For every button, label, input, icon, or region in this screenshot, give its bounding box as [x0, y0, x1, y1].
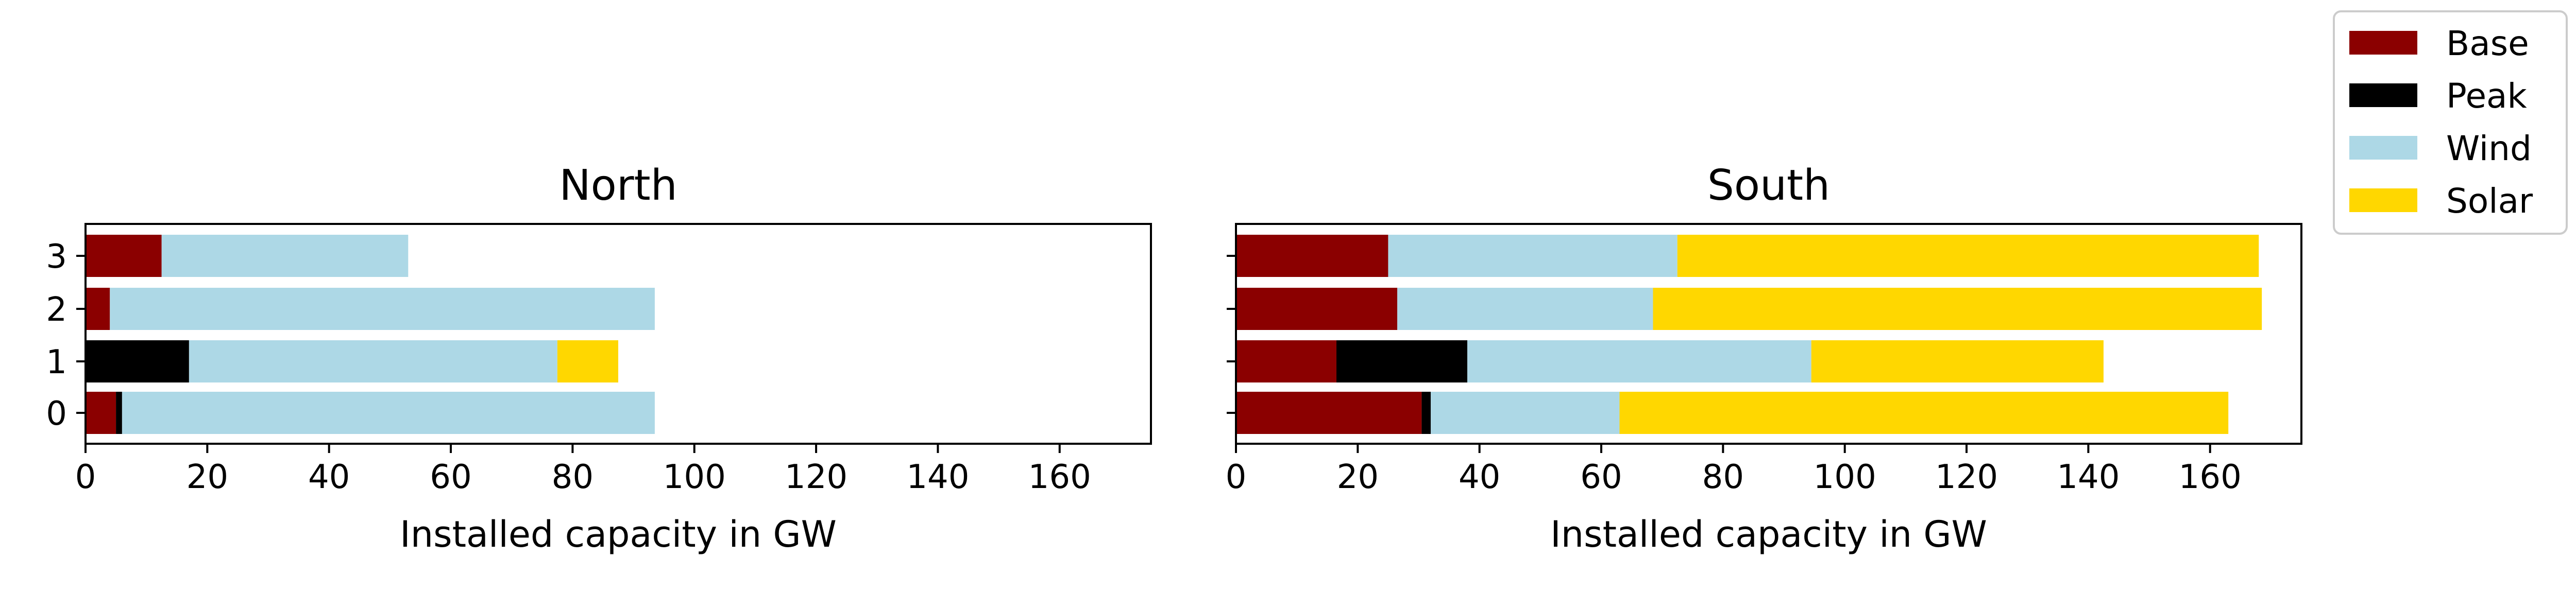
north-x-tick-label-140: 140: [906, 458, 969, 496]
north-bar-wind-0: [122, 392, 655, 434]
legend-swatch-solar: [2349, 188, 2417, 212]
south-bar-base-2: [1236, 288, 1398, 330]
south-x-tick-label-160: 160: [2179, 458, 2242, 496]
north-bars: [86, 235, 655, 434]
south-x-tick-label-100: 100: [1814, 458, 1876, 496]
north-x-tick-label-100: 100: [663, 458, 726, 496]
legend-swatch-peak: [2349, 83, 2417, 107]
legend-swatch-base: [2349, 31, 2417, 55]
south-bar-peak-0: [1421, 392, 1431, 434]
north-x-tick-label-80: 80: [552, 458, 594, 496]
south-axes-frame: [1235, 223, 2302, 445]
north-x-tick-label-120: 120: [785, 458, 848, 496]
north-bar-peak-1: [86, 340, 189, 382]
north-y-tick-label-2: 2: [46, 291, 67, 329]
north-x-tick-label-40: 40: [308, 458, 350, 496]
north-x-tick-label-20: 20: [187, 458, 228, 496]
south-x-tick-label-0: 0: [1226, 458, 1247, 496]
south-bar-solar-3: [1677, 235, 2259, 277]
south-bar-base-0: [1236, 392, 1422, 434]
north-bar-wind-3: [161, 235, 409, 277]
legend-swatch-wind: [2349, 136, 2417, 160]
south-x-tick-label-60: 60: [1580, 458, 1622, 496]
legend-label-solar: Solar: [2446, 181, 2533, 221]
north-axes-frame: [84, 223, 1152, 445]
north-panel: North Installed capacity in GW 0 20 40 60 80…: [46, 161, 1152, 555]
south-bar-wind-1: [1467, 340, 1811, 382]
south-x-tick-label-40: 40: [1459, 458, 1500, 496]
north-x-tick-label-0: 0: [75, 458, 96, 496]
north-bar-base-2: [86, 288, 110, 330]
south-x-tick-label-20: 20: [1337, 458, 1379, 496]
south-x-tick-label-120: 120: [1935, 458, 1998, 496]
south-bar-base-3: [1236, 235, 1388, 277]
legend-label-peak: Peak: [2446, 76, 2527, 116]
south-bar-wind-0: [1431, 392, 1620, 434]
south-bar-wind-3: [1388, 235, 1677, 277]
north-ticks: 0 20 40 60 80 100 120 140 160 0 1 2 3: [46, 238, 1091, 496]
north-title: North: [559, 161, 677, 210]
north-x-tick-label-60: 60: [430, 458, 471, 496]
north-x-tick-label-160: 160: [1028, 458, 1091, 496]
north-y-tick-label-1: 1: [46, 343, 67, 381]
south-x-axis-label: Installed capacity in GW: [1550, 513, 1987, 555]
north-y-tick-label-0: 0: [46, 395, 67, 433]
north-bar-solar-1: [557, 340, 618, 382]
south-bar-solar-0: [1619, 392, 2229, 434]
legend: Base Peak Wind Solar: [2333, 10, 2568, 235]
north-bar-base-0: [86, 392, 116, 434]
south-bar-base-1: [1236, 340, 1336, 382]
south-x-tick-label-140: 140: [2057, 458, 2120, 496]
south-bar-peak-1: [1336, 340, 1468, 382]
south-panel: South Installed capacity in GW 0 20 40 60 80…: [1226, 161, 2302, 555]
north-bar-wind-2: [110, 288, 655, 330]
north-bar-peak-0: [116, 392, 122, 434]
north-x-axis-label: Installed capacity in GW: [400, 513, 837, 555]
legend-label-wind: Wind: [2446, 129, 2532, 168]
south-ticks: 0 20 40 60 80 100 120 140 160: [1226, 255, 2242, 496]
north-bar-wind-1: [189, 340, 557, 382]
legend-label-base: Base: [2446, 24, 2529, 63]
south-title: South: [1707, 161, 1830, 210]
legend-box: [2333, 10, 2568, 235]
south-bar-wind-2: [1397, 288, 1653, 330]
north-bar-base-3: [86, 235, 162, 277]
south-bar-solar-2: [1653, 288, 2262, 330]
south-x-tick-label-80: 80: [1702, 458, 1744, 496]
north-y-tick-label-3: 3: [46, 238, 67, 276]
south-bar-solar-1: [1811, 340, 2104, 382]
south-bars: [1236, 235, 2262, 434]
